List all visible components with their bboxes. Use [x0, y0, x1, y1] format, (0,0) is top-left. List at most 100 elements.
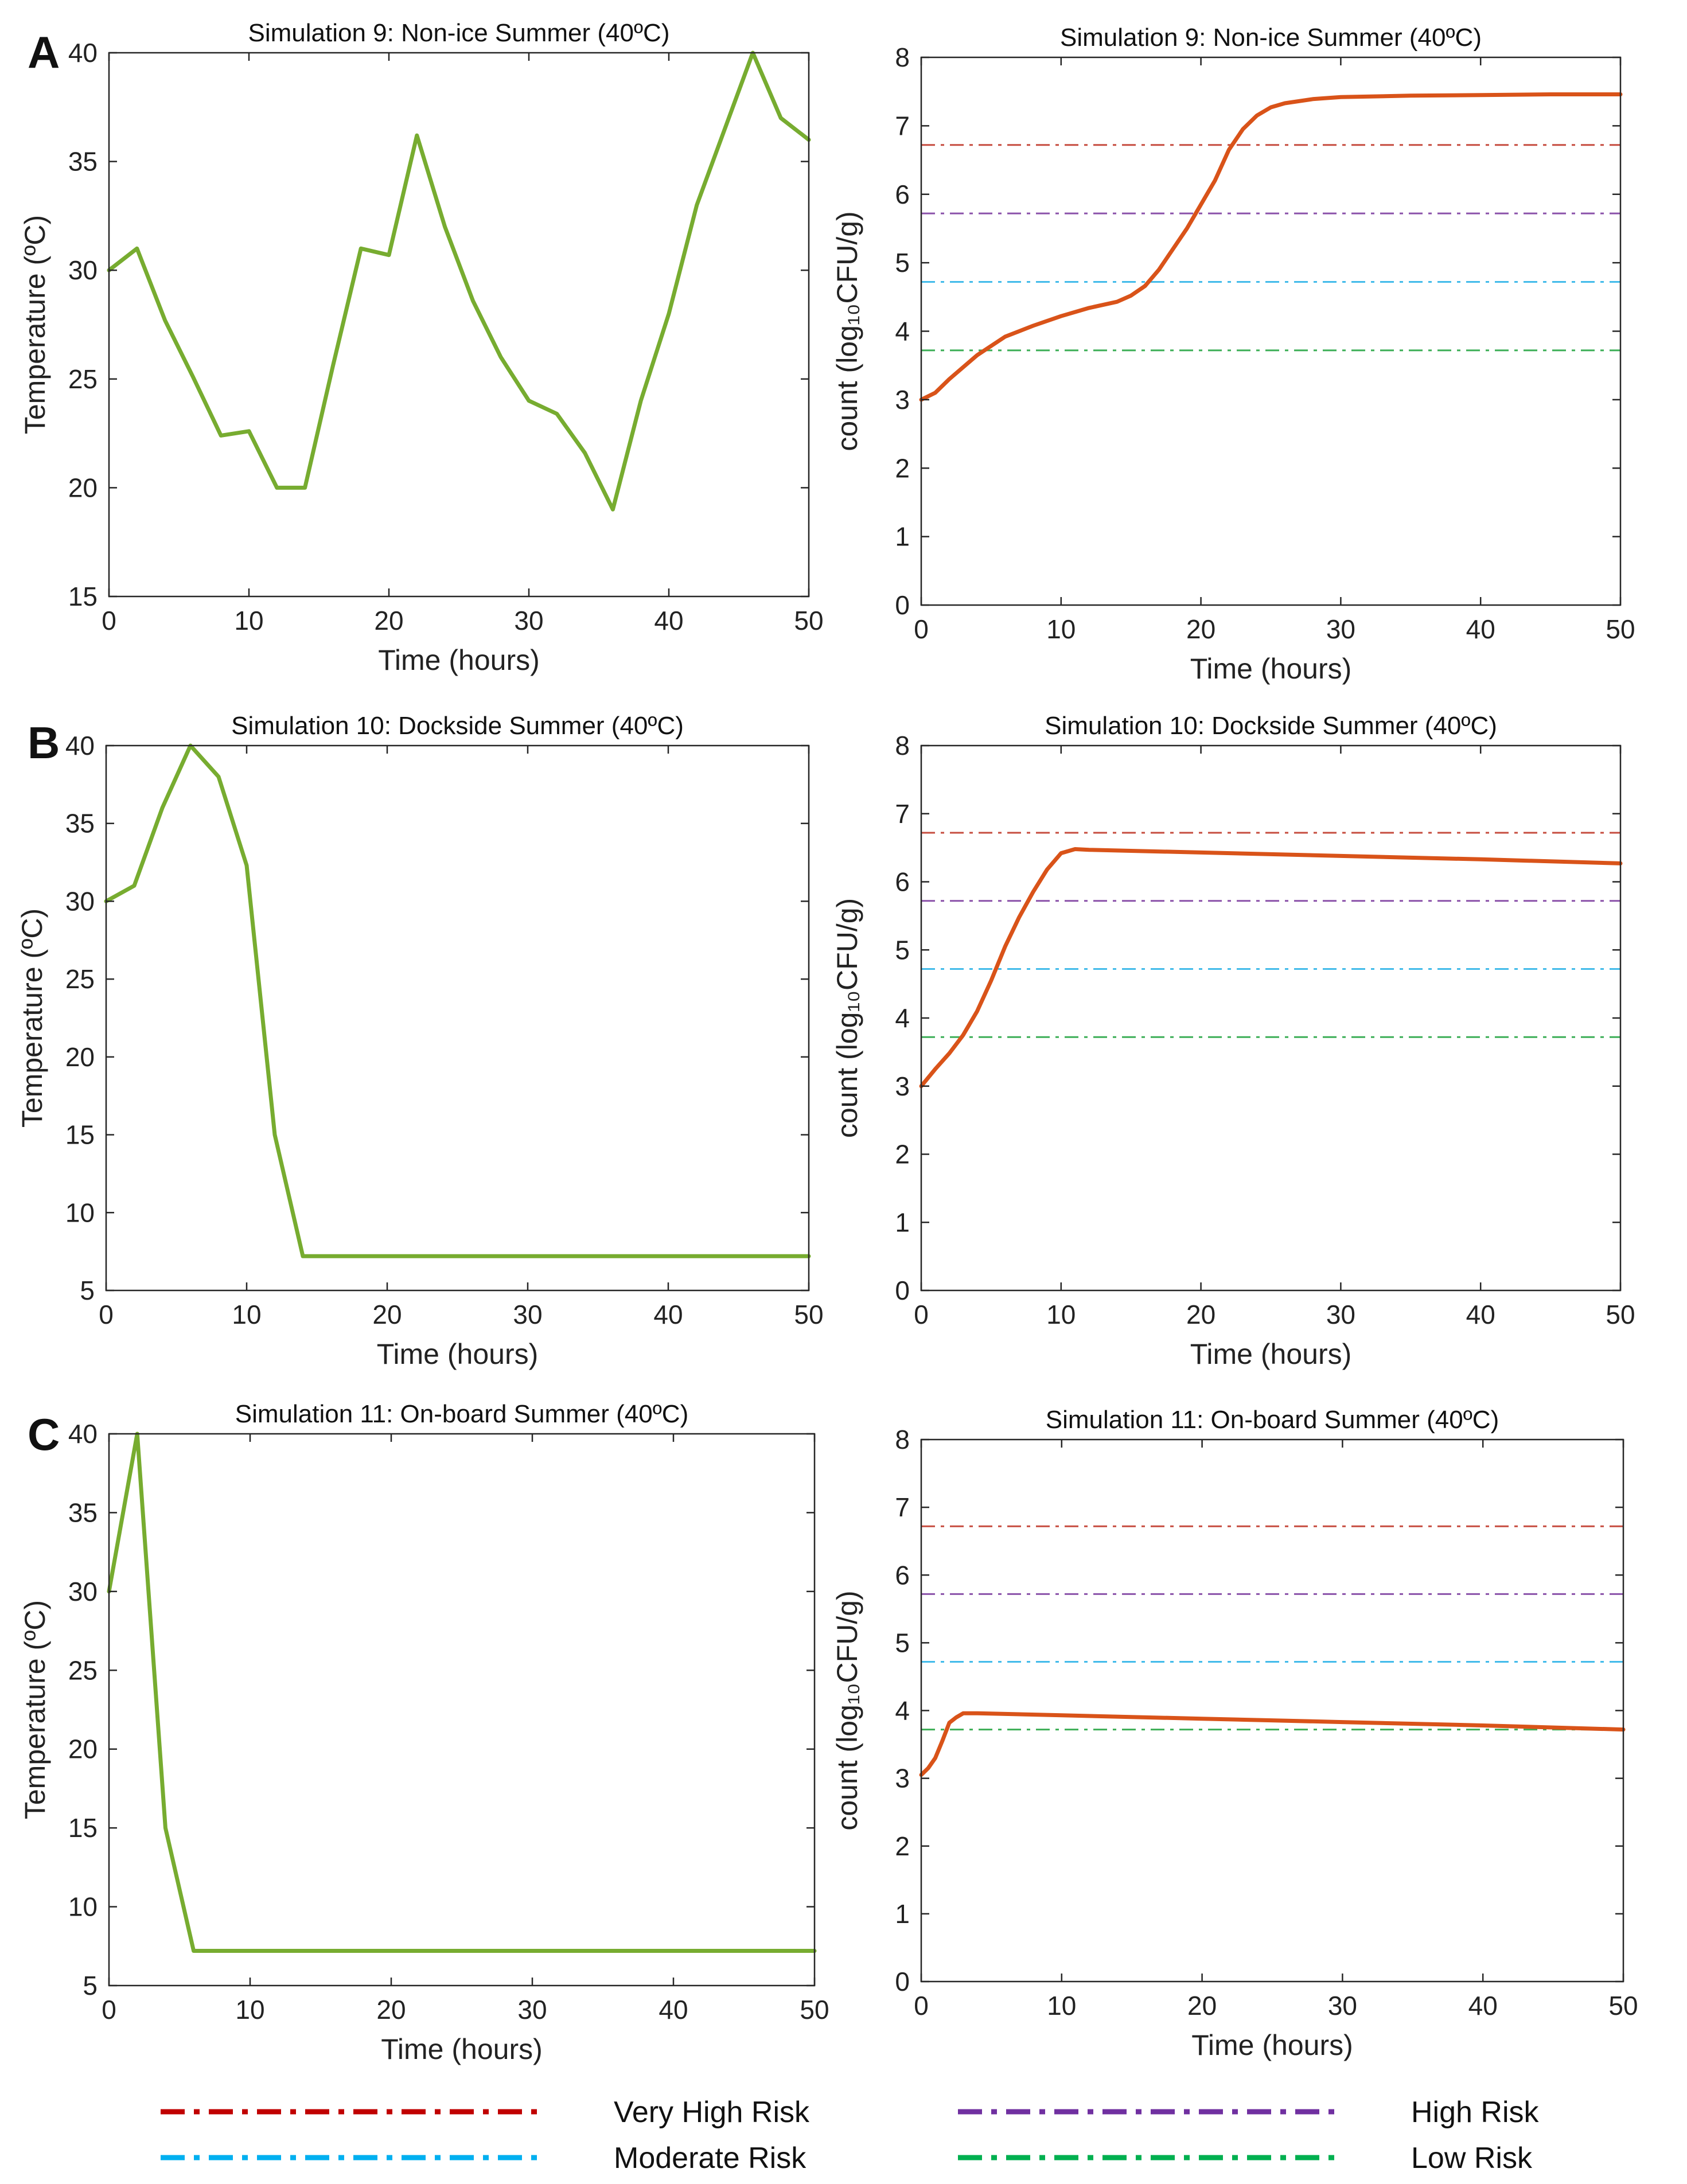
y-axis-label: Temperature (ºC): [16, 908, 48, 1128]
y-tick-label: 30: [68, 1577, 98, 1606]
y-tick-label: 5: [895, 248, 910, 278]
axes-box: [108, 1433, 816, 1987]
chart-title: Simulation 10: Dockside Summer (40ºC): [1045, 712, 1497, 740]
y-tick-label: 5: [83, 1971, 98, 2000]
x-tick-label: 20: [372, 1300, 402, 1329]
series-line-count: [919, 847, 1623, 1089]
y-tick-label: 10: [68, 1892, 98, 1922]
series-line-temperature: [107, 1432, 817, 1953]
x-tick-label: 20: [1186, 1300, 1215, 1329]
y-tick-label: 35: [68, 147, 98, 177]
y-tick-label: 10: [65, 1198, 95, 1227]
y-tick-label: 20: [68, 473, 98, 502]
x-tick-label: 50: [1606, 1300, 1635, 1329]
series-line-count: [919, 1711, 1626, 1777]
chart-title: Simulation 9: Non-ice Summer (40ºC): [248, 19, 670, 47]
x-tick-label: 20: [1186, 614, 1215, 644]
legend-high-label: High Risk: [1411, 2096, 1539, 2129]
y-tick-label: 1: [895, 522, 910, 552]
x-tick-label: 10: [234, 606, 263, 635]
legend-moderate-label: Moderate Risk: [614, 2142, 807, 2175]
y-axis-label: Temperature (ºC): [19, 1600, 51, 1819]
y-axis-label: count (log₁₀CFU/g): [831, 898, 863, 1138]
y-tick-label: 5: [80, 1276, 95, 1305]
x-tick-label: 30: [513, 1300, 542, 1329]
panel-label-b: B: [28, 717, 60, 768]
y-tick-label: 1: [895, 1207, 910, 1237]
x-tick-label: 0: [99, 1300, 114, 1329]
x-tick-label: 50: [800, 1995, 829, 2025]
x-tick-label: 50: [794, 1300, 823, 1329]
y-tick-label: 8: [895, 1425, 910, 1454]
y-tick-label: 15: [68, 1813, 98, 1843]
chart-9-count: 0 10 20 30 40 50 0 1 2 3 4 5 6 7 8 Simulation 9: Non-ic…: [831, 24, 1635, 685]
x-tick-label: 50: [1608, 1991, 1638, 2021]
chart-11-count: 0 10 20 30 40 50 0 1 2 3 4 5 6 7 8 Simulation 11: On-bo…: [831, 1406, 1638, 2061]
legend-very-high-label: Very High Risk: [614, 2096, 810, 2129]
series-line-count: [919, 92, 1623, 402]
x-tick-label: 20: [374, 606, 403, 635]
x-tick-label: 30: [1328, 1991, 1357, 2021]
x-axis-label: Time (hours): [1191, 2029, 1353, 2061]
chart-title: Simulation 11: On-board Summer (40ºC): [1046, 1406, 1499, 1434]
y-tick-label: 5: [895, 935, 910, 965]
x-tick-label: 10: [232, 1300, 261, 1329]
x-tick-label: 0: [914, 614, 929, 644]
chart-title: Simulation 9: Non-ice Summer (40ºC): [1060, 24, 1482, 52]
y-tick-label: 6: [895, 1560, 910, 1590]
x-tick-label: 40: [653, 1300, 683, 1329]
y-tick-label: 1: [895, 1899, 910, 1929]
x-axis-label: Time (hours): [378, 644, 540, 676]
y-tick-label: 4: [895, 1003, 910, 1033]
y-axis-label: count (log₁₀CFU/g): [831, 1590, 863, 1830]
axes-box: [105, 744, 810, 1292]
x-axis-label: Time (hours): [1190, 653, 1352, 685]
x-tick-label: 10: [235, 1995, 264, 2025]
y-tick-label: 25: [68, 1655, 98, 1685]
y-tick-label: 3: [895, 1764, 910, 1793]
x-tick-label: 10: [1046, 1300, 1076, 1329]
y-tick-label: 6: [895, 180, 910, 209]
y-tick-label: 0: [895, 590, 910, 620]
panel-label-c: C: [28, 1409, 60, 1460]
x-axis-label: Time (hours): [1190, 1338, 1352, 1370]
x-tick-label: 10: [1047, 1991, 1076, 2021]
x-tick-label: 40: [1466, 1300, 1495, 1329]
y-axis-label: count (log₁₀CFU/g): [831, 211, 863, 451]
x-tick-label: 30: [514, 606, 543, 635]
y-tick-label: 15: [65, 1120, 95, 1150]
y-tick-label: 25: [68, 364, 98, 394]
y-tick-label: 25: [65, 964, 95, 994]
x-tick-label: 40: [1466, 614, 1495, 644]
y-tick-label: 8: [895, 42, 910, 72]
y-tick-label: 0: [895, 1967, 910, 1996]
y-tick-label: 7: [895, 1492, 910, 1522]
y-tick-label: 30: [68, 255, 98, 285]
y-tick-label: 40: [68, 1419, 98, 1449]
y-tick-label: 20: [68, 1734, 98, 1764]
x-tick-label: 40: [654, 606, 683, 635]
chart-10-temp: 0 10 20 30 40 50 5 10 15 20 25 30 35 40 Simulation 10:…: [16, 712, 824, 1370]
x-tick-label: 20: [376, 1995, 406, 2025]
chart-9-temp: 0 10 20 30 40 50 15 20 25 30 35 40 Simulation 9: Non…: [19, 19, 824, 676]
y-tick-label: 8: [895, 731, 910, 760]
x-tick-label: 50: [794, 606, 823, 635]
y-tick-label: 40: [68, 38, 98, 68]
x-tick-label: 0: [102, 606, 116, 635]
x-axis-label: Time (hours): [377, 1338, 539, 1370]
panel-label-a: A: [28, 27, 60, 77]
x-tick-label: 10: [1046, 614, 1076, 644]
y-tick-label: 5: [895, 1628, 910, 1658]
x-tick-label: 0: [914, 1300, 929, 1329]
x-tick-label: 40: [659, 1995, 688, 2025]
chart-title: Simulation 11: On-board Summer (40ºC): [235, 1400, 688, 1428]
y-tick-label: 40: [65, 731, 95, 760]
chart-11-temp: 0 10 20 30 40 50 5 10 15 20 25 30 35 40 Simulation 11:…: [19, 1400, 829, 2065]
x-tick-label: 50: [1606, 614, 1635, 644]
legend-low-label: Low Risk: [1411, 2142, 1533, 2175]
y-tick-label: 4: [895, 1696, 910, 1726]
y-tick-label: 7: [895, 111, 910, 141]
x-tick-label: 30: [517, 1995, 547, 2025]
